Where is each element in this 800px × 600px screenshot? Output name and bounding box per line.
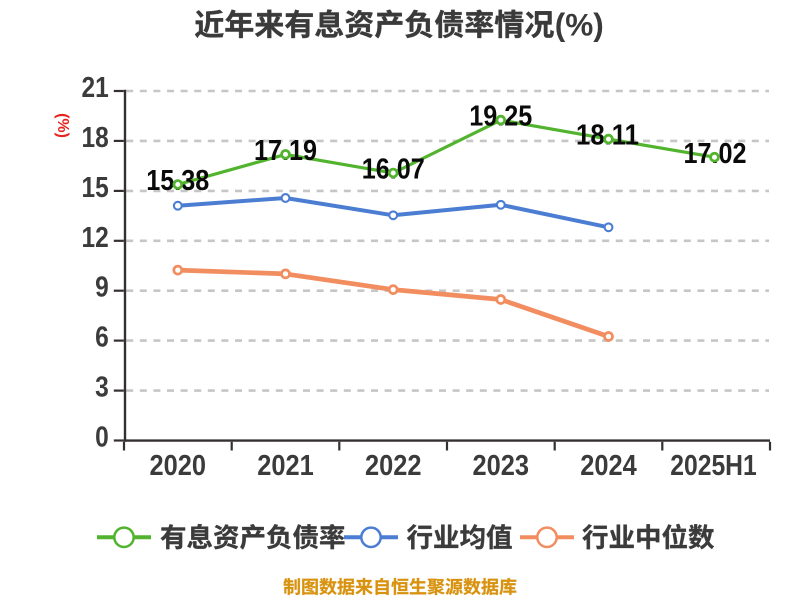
svg-text:3: 3	[95, 371, 109, 403]
svg-text:21: 21	[82, 71, 109, 103]
svg-text:15: 15	[82, 171, 109, 203]
svg-text:12: 12	[82, 221, 109, 253]
svg-text:18: 18	[82, 121, 109, 153]
svg-text:2024: 2024	[580, 449, 637, 481]
svg-text:2022: 2022	[365, 449, 422, 481]
svg-text:2021: 2021	[257, 449, 314, 481]
svg-text:2020: 2020	[150, 449, 207, 481]
svg-text:2023: 2023	[473, 449, 530, 481]
svg-text:(%): (%)	[555, 6, 604, 42]
svg-text:(%): (%)	[54, 113, 71, 138]
svg-text:9: 9	[95, 271, 109, 303]
svg-text:0: 0	[95, 421, 109, 453]
svg-text:6: 6	[95, 321, 109, 353]
svg-text:2025H1: 2025H1	[670, 449, 757, 481]
